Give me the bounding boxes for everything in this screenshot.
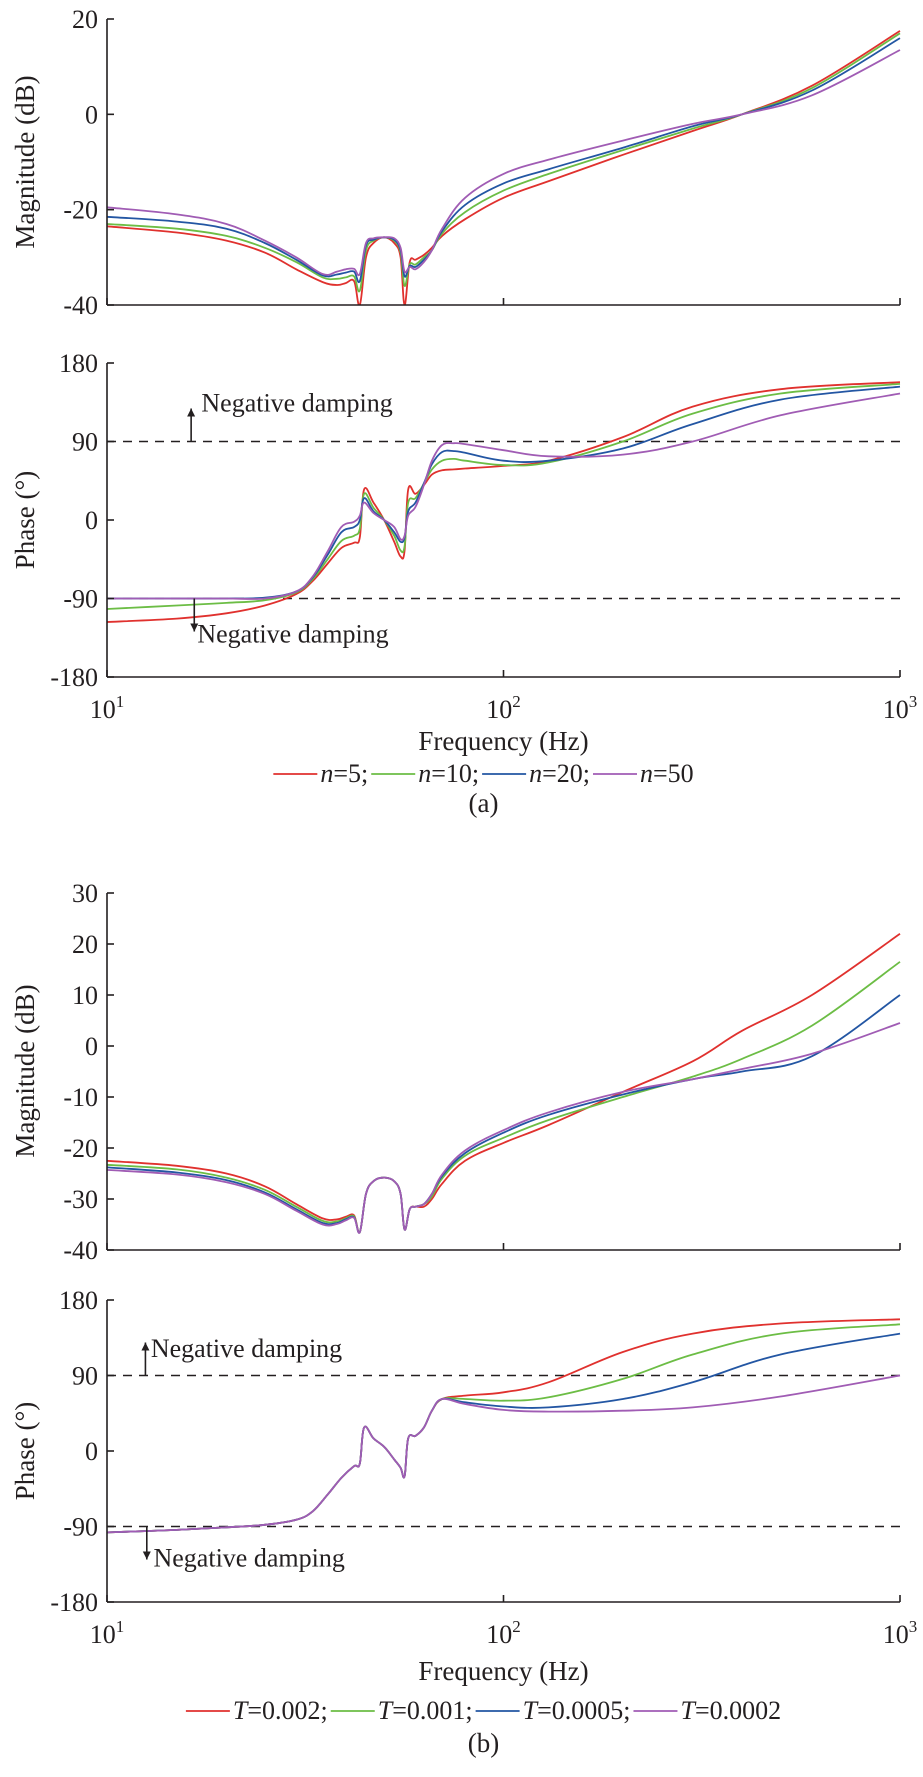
series-line-n-50 <box>107 49 901 277</box>
y-tick-label: 90 <box>72 428 98 457</box>
series-line-n-10 <box>107 32 901 293</box>
y-tick-label: -90 <box>63 585 98 614</box>
annotation-negative-damping: Negative damping <box>201 388 392 417</box>
y-tick-label: 0 <box>85 1437 98 1466</box>
annotation-negative-damping: Negative damping <box>197 619 388 648</box>
panel-phase: 180 90 0 -90 -180 Phase (°) Negative damping Ne… <box>10 1286 901 1617</box>
legend-label: T=0.0005; <box>523 1696 631 1725</box>
y-axis-title: Magnitude (dB) <box>10 984 40 1157</box>
y-tick-label: -40 <box>63 291 98 320</box>
series-line-n-5 <box>107 381 901 623</box>
y-tick-label: -90 <box>63 1513 98 1542</box>
x-tick-label: 101 <box>90 1617 125 1649</box>
x-tick-label: 102 <box>486 1617 521 1649</box>
arrowhead-icon <box>142 1551 151 1560</box>
series-line-n-5 <box>107 30 901 305</box>
y-tick-label: 0 <box>85 100 98 129</box>
y-tick-label: -20 <box>63 1134 98 1163</box>
y-tick-label: 20 <box>72 930 98 959</box>
arrowhead-icon <box>187 408 196 417</box>
y-tick-label: -20 <box>63 196 98 225</box>
annotation-negative-damping: Negative damping <box>151 1334 342 1363</box>
y-tick-label: 90 <box>72 1362 98 1391</box>
figure-caption: (b) <box>468 1728 499 1758</box>
y-tick-label: -180 <box>50 1588 98 1617</box>
y-tick-label: 180 <box>59 349 98 378</box>
series-line-T-0-0002 <box>107 1374 901 1534</box>
y-axis-title: Magnitude (dB) <box>10 75 40 248</box>
series-line-T-0-001 <box>107 961 901 1234</box>
panel-magnitude: 30 20 10 0 -10 -20 -30 -40 Magnitude (dB) <box>10 879 901 1265</box>
legend-label: n=50 <box>640 759 694 788</box>
series-line-n-20 <box>107 37 901 284</box>
legend-label: n=10; <box>418 759 479 788</box>
y-axis-title: Phase (°) <box>10 471 40 570</box>
y-tick-label: 20 <box>72 5 98 34</box>
legend-label: T=0.0002 <box>680 1696 781 1725</box>
legend-label: T=0.002; <box>233 1696 328 1725</box>
x-axis-title: Frequency (Hz) <box>418 1656 588 1686</box>
legend-label: T=0.001; <box>378 1696 473 1725</box>
y-tick-label: 180 <box>59 1286 98 1315</box>
y-tick-label: 30 <box>72 879 98 908</box>
legend-label: n=20; <box>529 759 590 788</box>
panel-phase: 180 90 0 -90 -180 Phase (°) Negative damping Ne… <box>10 349 901 692</box>
x-tick-label: 101 <box>90 692 125 724</box>
figure-a: 20 0 -20 -40 Magnitude (dB) 180 90 0 -90 -180 Phas… <box>10 5 917 818</box>
annotation-negative-damping: Negative damping <box>153 1544 344 1573</box>
y-tick-label: -180 <box>50 663 98 692</box>
series-line-T-0-0005 <box>107 1332 901 1534</box>
x-tick-label: 103 <box>883 692 918 724</box>
y-axis-title: Phase (°) <box>10 1402 40 1501</box>
series-line-T-0-0005 <box>107 994 901 1234</box>
series-line-T-0-002 <box>107 933 901 1234</box>
legend: T=0.002; T=0.001; T=0.0005; T=0.0002 <box>185 1696 781 1725</box>
panel-magnitude: 20 0 -20 -40 Magnitude (dB) <box>10 5 901 320</box>
y-tick-label: -40 <box>63 1236 98 1265</box>
arrowhead-icon <box>190 623 199 632</box>
series-line-n-10 <box>107 383 901 610</box>
y-tick-label: 0 <box>85 506 98 535</box>
figure-caption: (a) <box>469 788 499 818</box>
y-tick-label: 10 <box>72 981 98 1010</box>
figure-b: 30 20 10 0 -10 -20 -30 -40 Magnitude (dB) 180 90 0 -… <box>10 879 917 1758</box>
y-tick-label: -10 <box>63 1083 98 1112</box>
x-tick-label: 102 <box>486 692 521 724</box>
y-tick-label: 0 <box>85 1032 98 1061</box>
arrowhead-icon <box>141 1342 150 1351</box>
y-tick-label: -30 <box>63 1185 98 1214</box>
series-line-T-0-0002 <box>107 1022 901 1234</box>
x-tick-label: 103 <box>883 1617 918 1649</box>
series-line-n-50 <box>107 392 901 600</box>
legend-label: n=5; <box>320 759 368 788</box>
series-line-n-20 <box>107 385 901 600</box>
legend: n=5; n=10; n=20; n=50 <box>273 759 694 788</box>
x-axis-title: Frequency (Hz) <box>418 726 588 756</box>
